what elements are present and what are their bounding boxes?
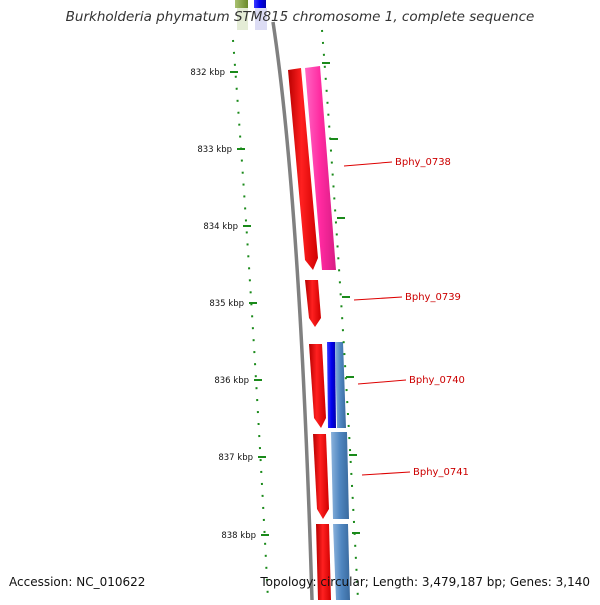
cds-feature-bphy-0741	[313, 434, 329, 519]
cds-feature-bphy-0740	[309, 344, 326, 428]
accession-label: Accession: NC_010622	[9, 575, 146, 589]
tick-label: 836 kbp	[214, 376, 249, 386]
left-tick-track	[232, 39, 269, 601]
gene-label-layer: Bphy_0738 Bphy_0739 Bphy_0740 Bphy_0741	[343, 157, 469, 478]
blue-gene-top-tail	[255, 8, 267, 30]
tick-label: 835 kbp	[209, 299, 244, 309]
gene-feature-bphy-0740-blue	[327, 342, 336, 428]
gene-feature-bphy-0740	[335, 342, 346, 428]
blue-gene-top	[254, 0, 266, 8]
map-title: Burkholderia phymatum STM815 chromosome …	[65, 9, 535, 25]
olive-gene-top-tail	[237, 8, 248, 30]
olive-gene-top	[235, 0, 248, 8]
gene-label[interactable]: Bphy_0741	[413, 467, 469, 478]
gene-feature-next	[333, 524, 350, 600]
gene-label-connector	[353, 296, 403, 301]
gene-label[interactable]: Bphy_0740	[409, 375, 465, 386]
gene-label[interactable]: Bphy_0738	[395, 157, 451, 168]
gene-label-connector	[361, 471, 411, 476]
gene-feature-bphy-0741	[331, 432, 349, 519]
gene-feature-bphy-0738	[305, 66, 336, 270]
tick-label: 838 kbp	[221, 531, 256, 541]
gene-label-connector	[343, 161, 393, 167]
tick-layer: 832 kbp 833 kbp 834 kbp 835 kbp 836 kbp 837 k…	[190, 62, 360, 541]
tick-label: 834 kbp	[203, 222, 238, 232]
tick-label: 837 kbp	[218, 453, 253, 463]
cds-feature-bphy-0739	[305, 280, 321, 327]
tick-label: 832 kbp	[190, 68, 225, 78]
sequence-summary: Topology: circular; Length: 3,479,187 bp…	[260, 575, 590, 589]
gene-label-connector	[357, 379, 407, 385]
cds-feature-next	[316, 524, 331, 600]
cds-feature-bphy-0738	[288, 68, 318, 270]
backbone-line	[271, 21, 314, 601]
tick-label: 833 kbp	[197, 145, 232, 155]
gene-label[interactable]: Bphy_0739	[405, 292, 461, 303]
